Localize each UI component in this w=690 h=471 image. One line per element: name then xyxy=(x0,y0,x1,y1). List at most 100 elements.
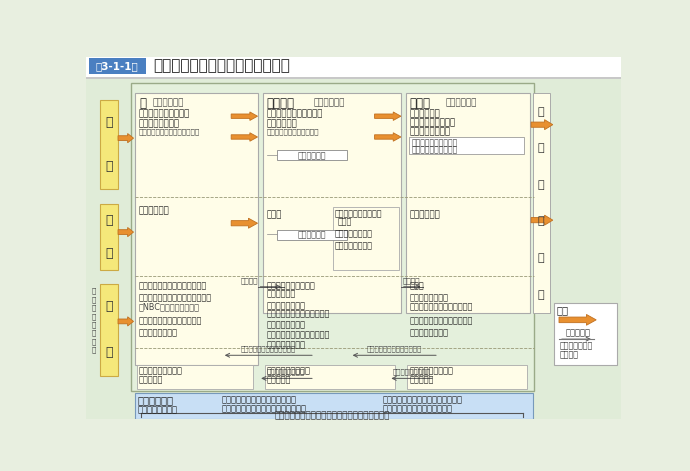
Text: 総合調整: 総合調整 xyxy=(267,375,291,384)
Text: の: の xyxy=(92,347,96,353)
Text: に関する指示: に関する指示 xyxy=(267,290,296,299)
Text: 警戒区域の設定・退避の指示: 警戒区域の設定・退避の指示 xyxy=(267,310,331,319)
Bar xyxy=(553,303,617,365)
Text: 指定公共機関: 指定公共機関 xyxy=(137,395,173,406)
Bar xyxy=(409,137,524,154)
Bar xyxy=(406,93,529,313)
Bar xyxy=(533,93,550,313)
Bar xyxy=(135,393,533,419)
Text: ・救援: ・救援 xyxy=(267,211,282,219)
Polygon shape xyxy=(559,315,596,325)
Text: ・避難の指示: ・避難の指示 xyxy=(267,120,297,129)
Text: 協: 協 xyxy=(538,217,544,227)
Text: 警戒区域の設定・退避の指示: 警戒区域の設定・退避の指示 xyxy=(409,302,473,311)
Text: ・運送事業者による住民・物資の運送: ・運送事業者による住民・物資の運送 xyxy=(222,405,307,414)
Text: 救: 救 xyxy=(106,214,113,227)
Text: へ: へ xyxy=(92,338,96,345)
Polygon shape xyxy=(231,133,257,141)
Text: （是正措置）: （是正措置） xyxy=(297,151,326,160)
Text: 市町村: 市町村 xyxy=(409,97,431,110)
Text: 力: 力 xyxy=(538,253,544,263)
Text: ・警報の伝達: ・警報の伝達 xyxy=(409,109,440,118)
Text: 行うもの: 行うもの xyxy=(560,350,579,359)
Bar xyxy=(407,365,527,389)
Text: 武: 武 xyxy=(92,287,96,294)
Bar xyxy=(86,77,621,79)
Text: （対策本部）: （対策本部） xyxy=(446,98,477,107)
Text: の給与: の給与 xyxy=(338,218,353,227)
Bar xyxy=(86,57,621,77)
Text: （総合調整の要請）: （総合調整の要請） xyxy=(267,369,306,375)
Bar xyxy=(100,204,118,270)
Text: ・生活関連等施設の安全確保: ・生活関連等施設の安全確保 xyxy=(267,330,331,339)
Text: （指示）: （指示） xyxy=(240,277,258,284)
Text: （NBC攻撃等）への対処: （NBC攻撃等）への対処 xyxy=(138,302,199,311)
Bar xyxy=(100,100,118,189)
Text: 総合調整: 総合調整 xyxy=(409,375,434,384)
Text: 自衛隊等に誘導を要請: 自衛隊等に誘導を要請 xyxy=(412,146,458,155)
Text: （対策本部）: （対策本部） xyxy=(313,98,345,107)
Text: （是正措置）: （是正措置） xyxy=(297,230,326,239)
Text: 都道府県: 都道府県 xyxy=(267,97,295,110)
Text: ・対策本部における: ・対策本部における xyxy=(409,367,453,376)
Text: 対: 対 xyxy=(106,300,113,313)
Text: ・電気・ガス等の安定的な供給: ・電気・ガス等の安定的な供給 xyxy=(382,405,453,414)
Bar xyxy=(137,365,253,389)
Text: ・対策本部における: ・対策本部における xyxy=(267,367,310,376)
Text: 総合調整: 総合調整 xyxy=(139,375,164,384)
Text: ・武力攻撃災害の防御: ・武力攻撃災害の防御 xyxy=(267,281,315,290)
Bar xyxy=(88,58,146,74)
Text: ・国民生活の安定: ・国民生活の安定 xyxy=(409,328,448,337)
Bar xyxy=(277,230,346,240)
Text: （指示）: （指示） xyxy=(403,277,420,284)
Text: ・生活関連等施設の安全確保: ・生活関連等施設の安全確保 xyxy=(138,317,201,326)
Text: 力: 力 xyxy=(92,296,96,302)
Text: ・緊急通報の発令: ・緊急通報の発令 xyxy=(267,321,306,330)
Text: ・救援の指示: ・救援の指示 xyxy=(138,207,169,216)
Text: ・警報の発令及び通知: ・警報の発令及び通知 xyxy=(138,109,190,118)
Text: ・消防: ・消防 xyxy=(409,281,424,290)
Text: 国、地方公共団体、指定公共機関等が相互に連携: 国、地方公共団体、指定公共機関等が相互に連携 xyxy=(274,411,390,420)
Text: 害: 害 xyxy=(92,330,96,336)
Text: 民: 民 xyxy=(538,143,544,154)
Text: （国民保護措置の実施要請）: （国民保護措置の実施要請） xyxy=(241,346,296,352)
Text: 凡例: 凡例 xyxy=(557,305,569,315)
Polygon shape xyxy=(531,215,553,225)
Text: （対策本部）: （対策本部） xyxy=(152,98,184,107)
Bar xyxy=(263,93,401,313)
Text: 撃: 撃 xyxy=(92,313,96,319)
Polygon shape xyxy=(375,133,401,141)
Polygon shape xyxy=(118,133,134,143)
Text: 第3-1-1図: 第3-1-1図 xyxy=(96,61,139,71)
Text: （: （ xyxy=(538,180,544,190)
Text: 避: 避 xyxy=(106,116,113,129)
Text: （要避難地域、避難先地域等）: （要避難地域、避難先地域等） xyxy=(138,128,199,135)
Text: ・応急措置の実施: ・応急措置の実施 xyxy=(409,294,448,303)
Text: 難: 難 xyxy=(106,160,113,173)
Text: ・対策本部における: ・対策本部における xyxy=(139,367,183,376)
Text: ・応急措置の実施: ・応急措置の実施 xyxy=(267,301,306,310)
Bar xyxy=(100,284,118,376)
Text: （総合調整の要請）: （総合調整の要請） xyxy=(393,369,431,375)
Text: 国民の保護に関する措置の仕組み: 国民の保護に関する措置の仕組み xyxy=(154,59,290,73)
Text: 消防等を指揮、警察・: 消防等を指揮、警察・ xyxy=(412,138,458,147)
Text: ・日本赤十字社による救援への協力: ・日本赤十字社による救援への協力 xyxy=(382,395,462,404)
Bar xyxy=(333,207,399,270)
Text: ・警報の市町村への通知: ・警報の市町村への通知 xyxy=(267,109,323,118)
Polygon shape xyxy=(118,227,134,237)
Bar xyxy=(135,93,257,365)
Polygon shape xyxy=(231,112,257,121)
Text: 国: 国 xyxy=(139,97,146,110)
Text: 攻: 攻 xyxy=(92,304,96,311)
Text: （避難経路、交通手段等）: （避難経路、交通手段等） xyxy=(267,128,319,135)
Text: ・救援に協力: ・救援に協力 xyxy=(409,211,440,219)
Text: ・避難住民の誘導: ・避難住民の誘導 xyxy=(409,127,451,137)
Polygon shape xyxy=(231,218,257,228)
Text: ・武力攻撃災害への対処の指示: ・武力攻撃災害への対処の指示 xyxy=(138,281,206,290)
Polygon shape xyxy=(118,317,134,326)
Text: （国民保護措置の実施要請）: （国民保護措置の実施要請） xyxy=(366,346,422,352)
Bar xyxy=(131,83,534,391)
Text: ・医療の提供　等: ・医療の提供 等 xyxy=(335,241,373,250)
Text: ・生活関連等施設の安全確保: ・生活関連等施設の安全確保 xyxy=(409,317,473,326)
Text: ・食品、生活必需品等: ・食品、生活必需品等 xyxy=(335,209,382,218)
